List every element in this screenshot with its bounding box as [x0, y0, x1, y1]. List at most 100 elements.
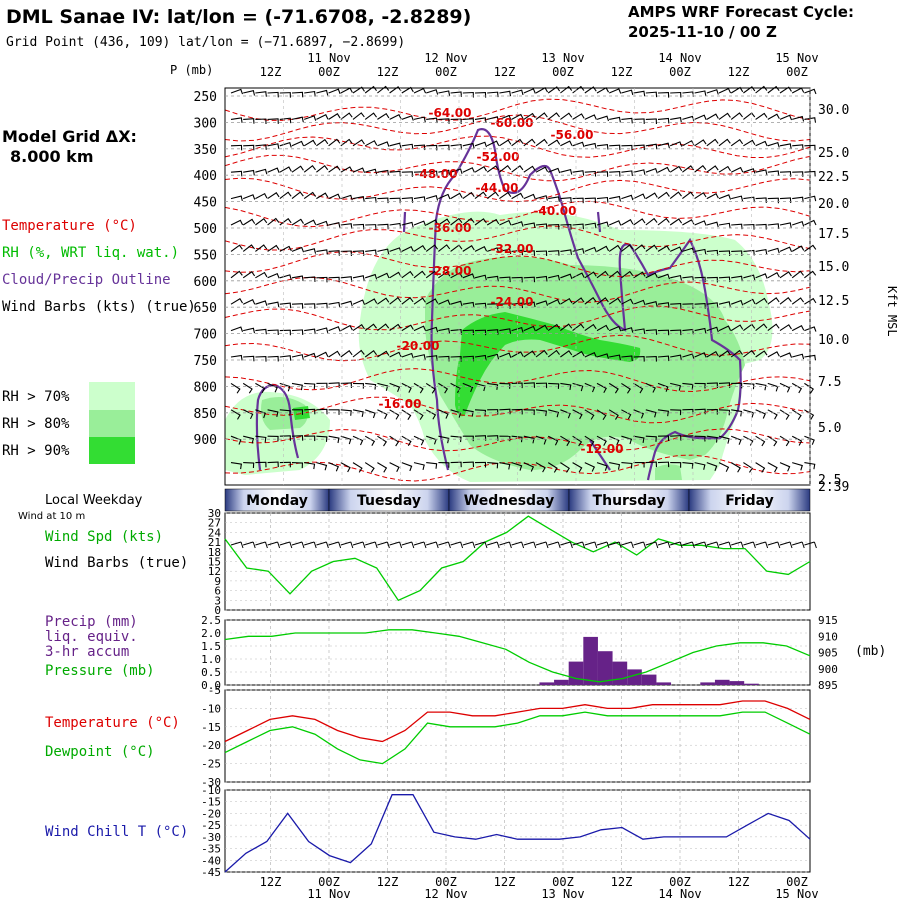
wind-barb-flag	[458, 412, 462, 418]
wind-barb-shaft	[572, 323, 582, 332]
wind-barb-shaft	[560, 462, 570, 470]
wind-barb-flag	[582, 248, 585, 254]
wind-barb-flag	[543, 439, 547, 445]
y-tick-label: -45	[201, 866, 221, 879]
wind-barb-flag	[507, 192, 512, 198]
wind-barb-flag	[312, 165, 316, 171]
wind-barb-shaft	[755, 273, 767, 279]
wind-barb-flag	[570, 169, 573, 175]
wind-barb-shaft	[328, 350, 339, 358]
wind-barb-shaft	[316, 138, 326, 147]
wind-barb-flag	[655, 168, 658, 174]
top-date-label: 11 Nov	[307, 51, 350, 65]
isotherm-label: -56.00	[551, 128, 594, 142]
wind-barb-flag	[423, 116, 426, 123]
wind-barb-shaft	[291, 435, 304, 437]
wind-barb-flag	[338, 222, 341, 228]
wind-barb-flag	[666, 245, 671, 251]
pressure-tick-label: 750	[194, 354, 217, 369]
precip-legend-3: 3-hr accum	[45, 644, 129, 660]
wind-barb-shaft	[243, 89, 255, 94]
wind-barb-shaft	[474, 141, 486, 147]
wind-barb-shaft	[779, 114, 791, 120]
wind-barb-shaft	[364, 350, 375, 358]
wind-barb-shaft	[450, 217, 460, 226]
wind-barb-flag	[578, 467, 583, 473]
wind-barb-shaft	[474, 191, 485, 200]
wind-barb-flag	[704, 90, 707, 96]
wind-barb-flag	[557, 275, 561, 281]
wind-barb-shaft	[572, 297, 582, 305]
wind-barb-shaft	[316, 220, 327, 226]
wind-barb-shaft	[462, 409, 474, 413]
wind-barb-flag	[446, 244, 451, 250]
wind-barb-shaft	[267, 272, 278, 279]
wind-barb-flag	[360, 350, 365, 355]
wind-barb-flag	[239, 298, 243, 304]
wind-barb-shaft	[474, 435, 487, 437]
isotherm-line	[224, 396, 811, 424]
wind-barb-shaft	[487, 91, 499, 94]
y-tick-label: 15	[208, 556, 221, 569]
wind-barb-flag	[533, 302, 536, 308]
wind-barb-flag	[325, 114, 329, 120]
wind-barb-flag	[679, 246, 683, 252]
wind-barb-flag	[373, 298, 378, 304]
wind-barb-shaft	[438, 193, 449, 200]
wind-barb-flag	[521, 89, 524, 96]
wind-barb-flag	[236, 388, 241, 394]
wind-barb-flag	[386, 141, 390, 147]
wind-barb-shaft	[572, 350, 583, 358]
wind-barb-flag	[470, 218, 475, 223]
y-tick-label: 0.0	[201, 679, 221, 692]
surface-wind-barb	[548, 541, 559, 546]
wind-barb-flag	[740, 195, 744, 202]
wind-barb-shaft	[377, 323, 387, 332]
wind-barb-shaft	[767, 272, 778, 279]
wind-barb-flag	[591, 466, 595, 472]
wind-barb-shaft	[426, 170, 438, 173]
wind-barb-flag	[606, 116, 609, 122]
height-tick-label: 22.5	[818, 170, 849, 185]
wind-barb-shaft	[682, 191, 692, 200]
wind-barb-shaft	[596, 324, 607, 332]
wind-barb-flag	[277, 143, 280, 149]
wind-barb-flag	[752, 274, 756, 281]
height-tick-label: 20.0	[818, 197, 849, 212]
surface-wind-barb-flag	[460, 541, 464, 549]
wind-barb-shaft	[487, 116, 498, 120]
wind-barb-shaft	[560, 168, 572, 173]
wind-barb-shaft	[694, 327, 706, 332]
precip-panel-frame	[224, 619, 811, 686]
wind-barb-flag	[776, 272, 780, 278]
wind-barb-shaft	[535, 324, 546, 332]
wind-barb-shaft	[438, 435, 450, 439]
wind-barb-flag	[715, 113, 719, 119]
wind-barb-shaft	[730, 435, 742, 441]
top-time-tick: 00Z	[669, 65, 691, 79]
wind-barb-flag	[761, 467, 765, 473]
wind-barb-flag	[507, 165, 512, 171]
wind-barb-flag	[470, 192, 475, 198]
wind-barb-flag	[788, 271, 792, 277]
pressure-tick-label: 900	[194, 433, 217, 448]
wind-barb-flag	[800, 325, 805, 331]
wind-barb-flag	[813, 464, 816, 470]
wind-barb-shaft	[572, 113, 583, 120]
wind-barb-shaft	[548, 196, 560, 200]
wind-barb-shaft	[682, 328, 694, 332]
wind-barb-shaft	[743, 349, 753, 358]
wind-barb-shaft	[621, 194, 633, 200]
wind-barb-shaft	[694, 164, 704, 173]
wind-barb-shaft	[718, 435, 730, 440]
wind-barb-flag	[508, 352, 512, 358]
surface-wind-barb-flag	[569, 541, 573, 549]
wind-barb-flag	[751, 140, 756, 146]
wind-barb-flag	[422, 297, 426, 303]
wind-barb-flag	[312, 140, 317, 145]
wind-barb-flag	[641, 271, 646, 277]
wind-barb-flag	[359, 440, 364, 446]
wind-barb-flag	[544, 87, 549, 93]
wind-barb-shaft	[230, 117, 242, 120]
wind-barb-shaft	[706, 249, 718, 252]
